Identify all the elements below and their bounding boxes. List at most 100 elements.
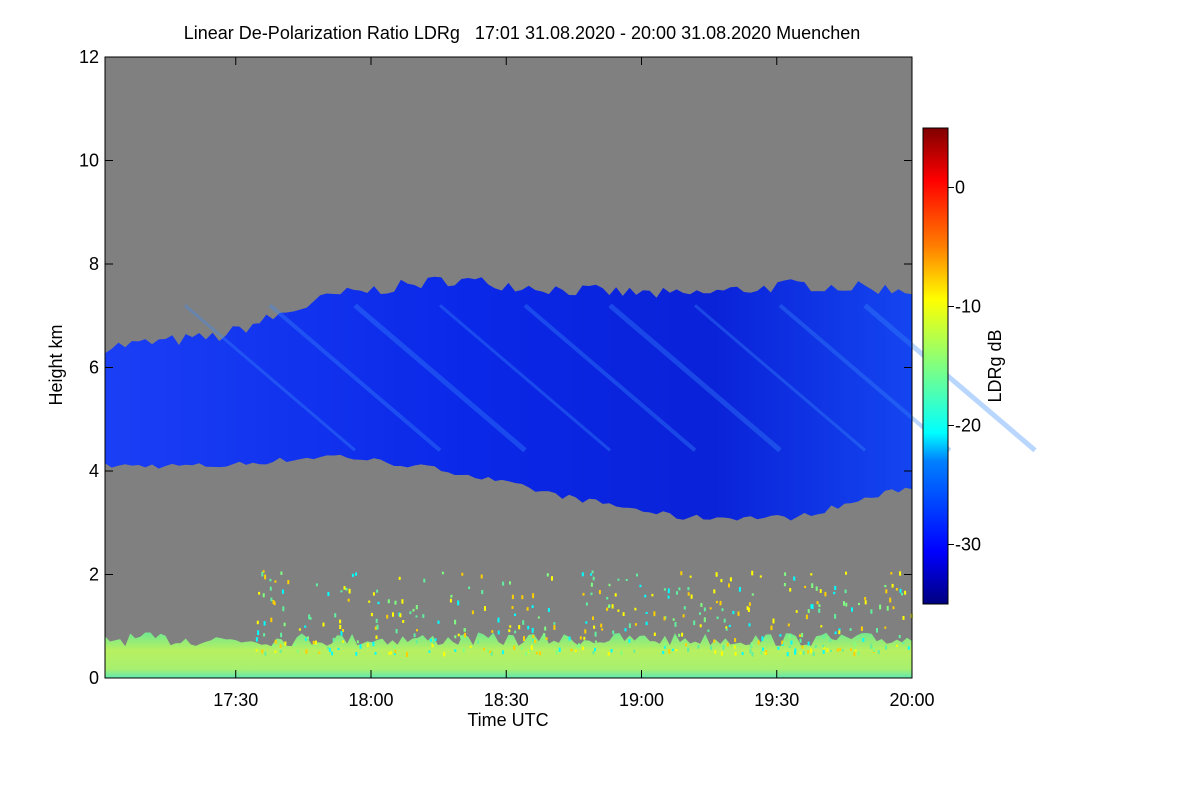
speckle xyxy=(715,572,718,577)
speckle xyxy=(653,611,656,617)
speckle xyxy=(625,578,628,581)
speckle xyxy=(547,608,550,612)
speckle xyxy=(423,578,426,583)
speckle xyxy=(532,638,534,643)
speckle xyxy=(634,607,637,611)
speckle xyxy=(651,593,654,597)
speckle xyxy=(663,645,666,649)
colorbar: 0 -10 -20 -30 xyxy=(922,127,981,605)
speckle xyxy=(786,652,789,657)
speckle xyxy=(415,640,418,644)
speckle xyxy=(807,650,810,654)
speckle xyxy=(558,647,561,652)
speckle xyxy=(681,632,684,637)
speckle xyxy=(839,647,842,651)
speckle xyxy=(611,604,614,609)
speckle xyxy=(843,601,845,606)
speckle xyxy=(395,629,398,634)
speckle xyxy=(415,615,418,618)
speckle xyxy=(833,591,836,595)
speckle xyxy=(734,652,737,656)
speckle xyxy=(482,647,485,651)
speckle xyxy=(464,632,467,638)
speckle xyxy=(891,583,894,588)
speckle xyxy=(899,588,902,593)
speckle xyxy=(521,595,524,600)
speckle xyxy=(826,648,829,653)
speckle xyxy=(372,641,375,647)
speckle xyxy=(850,648,852,651)
speckle xyxy=(454,635,457,639)
speckle xyxy=(431,643,434,648)
speckle xyxy=(854,648,857,652)
fall-streak xyxy=(268,303,442,452)
speckle xyxy=(460,635,463,639)
speckle xyxy=(902,616,905,620)
speckle xyxy=(454,649,457,652)
y-axis: 0 2 4 6 8 10 12 xyxy=(79,47,912,688)
speckle xyxy=(270,597,273,602)
speckle xyxy=(525,651,528,656)
speckle xyxy=(457,633,460,637)
cloud-layer xyxy=(105,276,912,521)
speckle xyxy=(393,645,396,649)
speckle xyxy=(845,571,847,575)
speckle xyxy=(450,594,453,598)
speckle xyxy=(274,639,277,644)
speckle xyxy=(722,644,725,650)
speckle xyxy=(585,602,588,606)
speckle xyxy=(737,611,740,616)
cloud-texture xyxy=(184,303,1037,453)
speckle xyxy=(612,630,615,635)
speckle xyxy=(726,642,729,647)
speckle xyxy=(873,647,876,653)
speckle xyxy=(617,578,620,581)
speckle xyxy=(904,590,907,595)
speckle xyxy=(858,602,860,606)
speckle xyxy=(449,598,452,603)
speckle xyxy=(600,623,603,628)
speckle xyxy=(689,575,692,578)
speckle xyxy=(579,636,582,640)
speckle xyxy=(628,639,631,643)
speckle xyxy=(593,625,596,629)
speckle xyxy=(332,637,335,642)
speckle xyxy=(799,651,802,655)
speckle xyxy=(770,625,773,631)
speckle xyxy=(339,624,342,630)
speckle xyxy=(707,629,710,632)
speckle xyxy=(777,646,780,650)
speckle xyxy=(687,592,690,596)
x-tick-label: 20:00 xyxy=(889,690,934,710)
speckle xyxy=(434,638,437,641)
colorbar-tick-label: -10 xyxy=(955,297,981,317)
speckle xyxy=(898,635,901,639)
speckle xyxy=(610,649,613,653)
speckle xyxy=(795,610,798,613)
speckle xyxy=(750,642,753,647)
speckle xyxy=(264,651,267,656)
speckle xyxy=(693,620,696,626)
speckle xyxy=(594,631,597,637)
speckle xyxy=(497,617,500,623)
speckle xyxy=(502,581,505,586)
speckle xyxy=(270,617,273,623)
speckle xyxy=(269,586,272,591)
speckle xyxy=(801,632,804,638)
speckle xyxy=(890,572,893,575)
speckle xyxy=(585,621,588,624)
speckle xyxy=(545,637,548,640)
speckle xyxy=(676,591,678,595)
speckle xyxy=(675,649,678,652)
speckle xyxy=(394,600,397,605)
speckle xyxy=(653,632,656,636)
x-tick-label: 19:30 xyxy=(754,690,799,710)
speckle xyxy=(280,632,283,638)
speckle xyxy=(805,614,808,620)
speckle xyxy=(274,650,277,653)
speckle xyxy=(553,625,556,630)
speckle xyxy=(523,636,525,642)
speckle xyxy=(703,617,706,623)
speckle xyxy=(713,639,716,643)
speckle xyxy=(256,620,259,625)
